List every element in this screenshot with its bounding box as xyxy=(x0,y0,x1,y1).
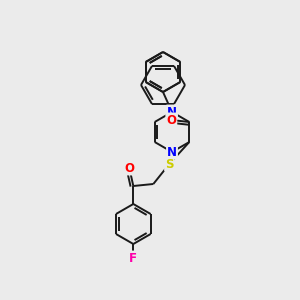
Text: O: O xyxy=(166,113,176,127)
Text: N: N xyxy=(167,106,177,118)
Text: N: N xyxy=(167,146,177,158)
Text: F: F xyxy=(129,251,137,265)
Text: S: S xyxy=(165,158,174,170)
Text: O: O xyxy=(124,161,134,175)
